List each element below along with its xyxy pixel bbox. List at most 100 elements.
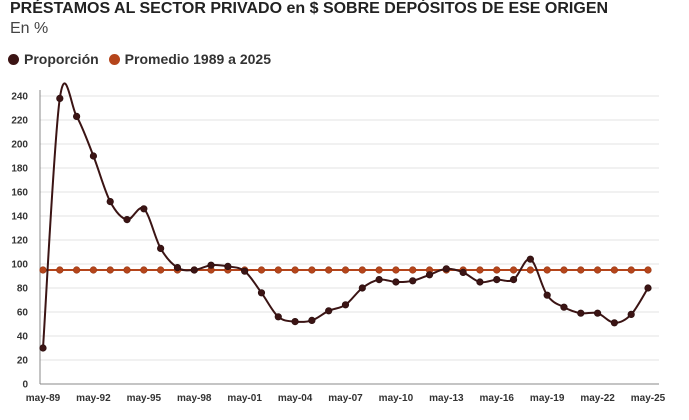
data-point-proporcion xyxy=(627,310,635,319)
data-point-proporcion xyxy=(140,205,148,213)
data-point-promedio xyxy=(560,266,568,274)
data-point-promedio xyxy=(89,266,98,274)
data-point-promedio xyxy=(341,266,350,274)
data-point-promedio xyxy=(257,266,266,274)
legend-label-proporcion: Proporción xyxy=(24,51,99,67)
data-point-promedio xyxy=(526,266,534,274)
data-point-proporcion xyxy=(56,94,64,102)
data-point-proporcion xyxy=(593,309,602,317)
x-tick-label: may-13 xyxy=(429,393,464,404)
x-tick-label: may-98 xyxy=(177,393,212,404)
data-point-promedio xyxy=(375,266,383,274)
legend-item-promedio: Promedio 1989 a 2025 xyxy=(108,51,271,67)
data-point-proporcion xyxy=(577,309,585,317)
data-point-promedio xyxy=(577,266,585,274)
data-point-proporcion xyxy=(207,261,215,269)
x-tick-label: may-92 xyxy=(76,393,111,404)
data-point-proporcion xyxy=(39,344,47,352)
data-point-promedio xyxy=(493,266,501,274)
x-tick-label: may-10 xyxy=(379,393,414,404)
legend: Proporción Promedio 1989 a 2025 xyxy=(8,51,281,67)
x-tick-label: may-89 xyxy=(26,393,61,404)
data-point-proporcion xyxy=(526,255,534,263)
data-point-promedio xyxy=(123,266,131,274)
y-tick-label: 0 xyxy=(22,380,28,391)
y-tick-label: 40 xyxy=(17,332,29,343)
y-tick-label: 240 xyxy=(11,92,28,103)
y-tick-label: 80 xyxy=(17,284,29,295)
data-point-promedio xyxy=(610,266,618,274)
data-point-proporcion xyxy=(493,276,501,284)
data-point-promedio xyxy=(543,266,551,274)
chart-title: PRÉSTAMOS AL SECTOR PRIVADO en $ SOBRE D… xyxy=(10,0,609,17)
data-point-proporcion xyxy=(241,267,249,275)
data-point-promedio xyxy=(157,266,165,274)
data-point-proporcion xyxy=(190,266,198,274)
legend-item-proporcion: Proporción xyxy=(8,51,99,67)
data-point-proporcion xyxy=(509,276,518,284)
data-point-promedio xyxy=(509,266,518,274)
legend-marker-promedio xyxy=(108,53,120,65)
data-point-promedio xyxy=(409,266,417,274)
y-tick-label: 100 xyxy=(11,260,28,271)
y-tick-label: 180 xyxy=(11,164,28,175)
data-point-promedio xyxy=(627,266,635,274)
data-point-promedio xyxy=(593,266,602,274)
data-point-proporcion xyxy=(224,262,232,271)
legend-label-promedio: Promedio 1989 a 2025 xyxy=(124,51,271,67)
data-point-proporcion xyxy=(173,264,182,272)
data-point-proporcion xyxy=(73,112,81,120)
data-point-proporcion xyxy=(543,291,551,299)
x-tick-label: may-04 xyxy=(278,393,313,404)
data-point-proporcion xyxy=(308,316,316,325)
x-tick-label: may-16 xyxy=(480,393,515,404)
data-point-proporcion xyxy=(392,278,400,286)
data-point-proporcion xyxy=(123,216,131,224)
data-point-promedio xyxy=(291,266,299,274)
data-point-proporcion xyxy=(291,318,299,326)
data-point-proporcion xyxy=(358,284,366,292)
data-point-promedio xyxy=(476,266,484,274)
data-point-promedio xyxy=(644,266,652,274)
data-point-proporcion xyxy=(560,303,568,311)
data-point-promedio xyxy=(392,266,400,274)
data-point-promedio xyxy=(140,266,148,274)
data-point-proporcion xyxy=(106,198,114,206)
data-point-proporcion xyxy=(341,301,350,309)
x-tick-label: may-25 xyxy=(631,393,666,404)
y-tick-label: 220 xyxy=(11,116,28,127)
data-point-proporcion xyxy=(442,265,450,273)
data-point-proporcion xyxy=(476,278,484,286)
y-tick-label: 60 xyxy=(17,308,29,319)
data-point-proporcion xyxy=(375,276,383,284)
data-point-proporcion xyxy=(610,319,618,327)
y-tick-label: 20 xyxy=(17,356,29,367)
data-point-promedio xyxy=(56,266,64,274)
x-tick-label: may-95 xyxy=(127,393,162,404)
data-point-promedio xyxy=(274,266,282,274)
y-tick-label: 200 xyxy=(11,140,28,151)
data-point-proporcion xyxy=(257,289,266,297)
data-point-proporcion xyxy=(644,284,652,292)
data-point-proporcion xyxy=(274,313,282,321)
y-tick-label: 120 xyxy=(11,236,28,247)
y-tick-label: 140 xyxy=(11,212,28,223)
data-point-promedio xyxy=(325,266,333,274)
data-point-promedio xyxy=(106,266,114,274)
x-tick-label: may-07 xyxy=(328,393,363,404)
data-point-proporcion xyxy=(425,271,434,279)
data-point-promedio xyxy=(39,266,47,274)
data-point-proporcion xyxy=(325,307,333,315)
data-point-promedio xyxy=(308,266,316,274)
data-point-proporcion xyxy=(459,268,467,277)
data-point-proporcion xyxy=(89,152,98,160)
x-tick-label: may-22 xyxy=(580,393,615,404)
chart-subtitle: En % xyxy=(10,20,49,37)
x-tick-label: may-01 xyxy=(227,393,262,404)
x-tick-label: may-19 xyxy=(530,393,565,404)
data-point-proporcion xyxy=(157,244,165,252)
data-point-proporcion xyxy=(409,277,417,285)
legend-marker-proporcion xyxy=(8,53,19,65)
data-point-promedio xyxy=(73,266,81,274)
